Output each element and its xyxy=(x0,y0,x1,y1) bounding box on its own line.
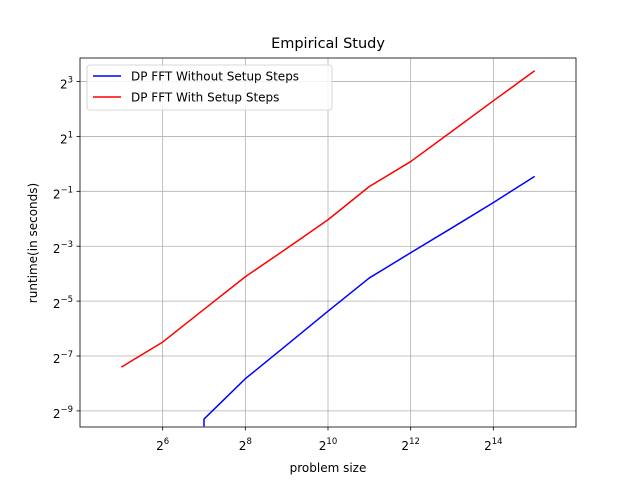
legend-box xyxy=(86,64,333,111)
series-line-2 xyxy=(120,70,536,368)
y-tick-label: 23 xyxy=(60,76,73,92)
legend-label-2: DP FFT With Setup Steps xyxy=(131,91,279,105)
x-axis-title: problem size xyxy=(290,461,367,475)
chart-title: Empirical Study xyxy=(271,36,385,52)
legend: DP FFT Without Setup Steps DP FFT With Se… xyxy=(86,64,333,111)
y-tick-label: 2−5 xyxy=(53,295,73,311)
x-tick-label: 214 xyxy=(484,437,502,453)
y-tick-label: 2−9 xyxy=(53,405,73,421)
x-tick-label: 26 xyxy=(156,437,169,453)
y-tick-label: 2−3 xyxy=(53,240,73,256)
y-tick-label: 2−1 xyxy=(53,185,73,201)
x-tick-label: 210 xyxy=(319,437,337,453)
y-tick-label: 2−7 xyxy=(53,350,73,366)
y-tick-label: 21 xyxy=(60,130,73,146)
x-tick-label: 28 xyxy=(239,437,252,453)
series-line-1 xyxy=(203,175,536,427)
plot-area: 26 28 210 212 214 2−9 2−7 2−5 2−3 2−1 21 23 DP FFT W… xyxy=(53,57,577,453)
x-tick-label: 212 xyxy=(401,437,419,453)
y-axis-title: runtime(in seconds) xyxy=(26,183,40,303)
legend-label-1: DP FFT Without Setup Steps xyxy=(131,70,299,84)
